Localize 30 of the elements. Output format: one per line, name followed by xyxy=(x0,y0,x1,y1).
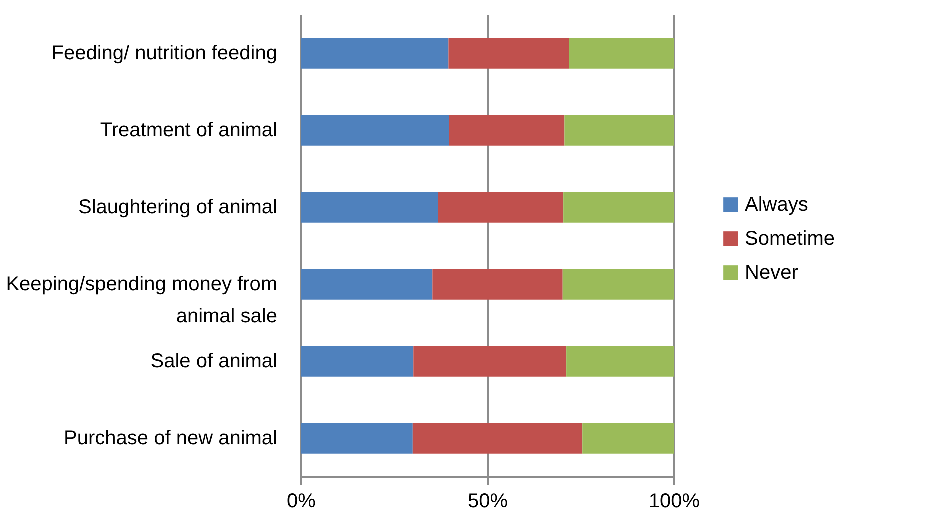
bar xyxy=(301,346,414,377)
bar xyxy=(562,269,674,300)
y-tick-label: Slaughtering of animal xyxy=(78,196,278,218)
bar xyxy=(301,115,450,146)
x-tick-label: 100% xyxy=(648,490,700,512)
bar xyxy=(564,192,674,223)
bar xyxy=(432,269,563,300)
y-tick-label: Treatment of animal xyxy=(100,120,278,142)
x-tick-label: 0% xyxy=(287,490,316,512)
bar xyxy=(301,423,413,454)
x-tick-label: 50% xyxy=(468,490,508,512)
bar xyxy=(301,38,449,69)
y-tick-label: Sale of animal xyxy=(150,350,278,372)
legend-label: Never xyxy=(745,262,799,284)
y-tick-label: Purchase of new animal xyxy=(64,428,278,450)
legend-label: Sometime xyxy=(745,228,836,250)
y-tick-label: Keeping/spending money from animal sale xyxy=(6,274,278,328)
bar xyxy=(301,269,433,300)
y-tick-label: Feeding/ nutrition feeding xyxy=(52,42,278,64)
bar xyxy=(564,115,674,146)
bar xyxy=(301,192,438,223)
bar xyxy=(569,38,674,69)
bar xyxy=(582,423,674,454)
bar xyxy=(449,115,565,146)
bar xyxy=(414,346,567,377)
bar xyxy=(448,38,570,69)
legend-label: Always xyxy=(745,194,808,216)
bar xyxy=(566,346,674,377)
bar xyxy=(412,423,583,454)
bar xyxy=(438,192,564,223)
